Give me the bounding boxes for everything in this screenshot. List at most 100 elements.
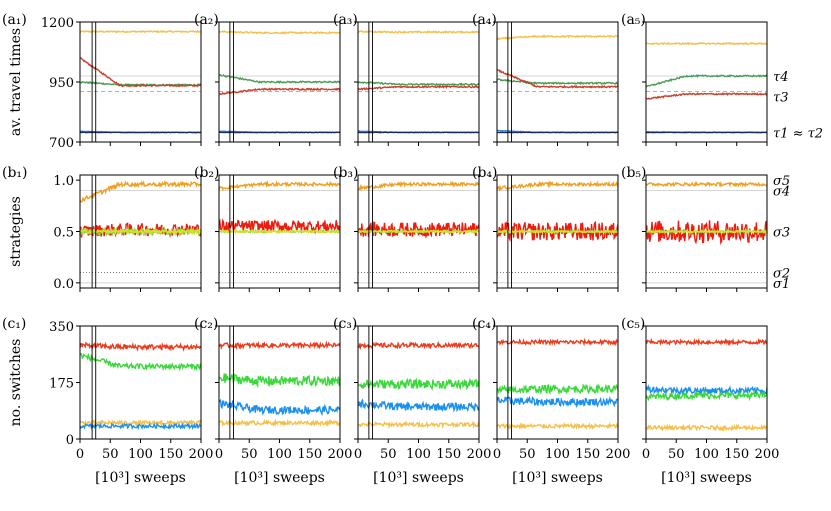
x-tick-label: 50 <box>668 447 685 462</box>
series-line <box>646 93 767 99</box>
series-line <box>80 353 201 369</box>
x-tick-label: 150 <box>724 447 749 462</box>
x-axis-label: [10³] sweeps <box>512 470 603 486</box>
panel-label: (b₄) <box>472 165 498 181</box>
series-line <box>497 385 618 393</box>
series-line <box>219 343 340 348</box>
panel-label: (b₅) <box>621 165 647 181</box>
panel-label: (b₂) <box>194 165 220 181</box>
x-tick-label: 50 <box>380 447 397 462</box>
x-tick-label: 50 <box>241 447 258 462</box>
series-line <box>80 343 201 350</box>
series-line <box>646 183 767 186</box>
panel-label: (c₅) <box>621 316 645 332</box>
panel-label: (a₁) <box>2 12 27 28</box>
y-axis-label: strategies <box>8 196 24 267</box>
y-axis-label: no. switches <box>8 339 24 427</box>
x-tick-label: 100 <box>267 447 292 462</box>
panel-label: (c₄) <box>472 316 496 332</box>
panel-label: (a₃) <box>333 12 358 28</box>
series-line <box>219 183 340 190</box>
x-tick-label: 100 <box>128 447 153 462</box>
x-tick-label: 200 <box>467 447 492 462</box>
x-tick-label: 200 <box>189 447 214 462</box>
series-line <box>497 183 618 190</box>
x-tick-label: 0 <box>354 447 362 462</box>
right-label: σ1 <box>773 277 790 292</box>
x-axis-label: [10³] sweeps <box>661 470 752 486</box>
series-line <box>646 75 767 87</box>
x-tick-label: 100 <box>694 447 719 462</box>
y-tick-label: 175 <box>49 377 74 392</box>
x-tick-label: 150 <box>575 447 600 462</box>
panel-label: (a₅) <box>621 12 646 28</box>
series-line <box>646 387 767 394</box>
right-label: σ3 <box>773 226 790 241</box>
y-tick-label: 1.0 <box>53 174 74 189</box>
right-label: τ4 <box>773 70 788 85</box>
y-tick-label: 0 <box>66 433 74 448</box>
x-tick-label: 0 <box>76 447 84 462</box>
x-tick-label: 150 <box>436 447 461 462</box>
y-tick-label: 350 <box>49 320 74 335</box>
x-axis-label: [10³] sweeps <box>95 470 186 486</box>
x-tick-label: 0 <box>642 447 650 462</box>
panel-label: (c₃) <box>333 316 357 332</box>
right-label: τ3 <box>773 90 788 105</box>
x-axis-label: [10³] sweeps <box>373 470 464 486</box>
panel-label: (c₂) <box>194 316 218 332</box>
x-tick-label: 200 <box>606 447 631 462</box>
series-line <box>219 400 340 414</box>
series-line <box>80 31 201 32</box>
x-axis-label: [10³] sweeps <box>234 470 325 486</box>
series-line <box>358 400 479 410</box>
x-tick-label: 0 <box>215 447 223 462</box>
y-tick-label: 1200 <box>41 16 74 31</box>
series-line <box>358 86 479 90</box>
series-line <box>497 424 618 428</box>
series-line <box>80 182 201 202</box>
series-line <box>497 340 618 344</box>
series-line <box>358 82 479 85</box>
series-line <box>358 183 479 190</box>
panel-label: (a₂) <box>194 12 219 28</box>
y-tick-label: 950 <box>49 76 74 91</box>
panel-label: (a₄) <box>472 12 497 28</box>
panel-label: (b₃) <box>333 165 359 181</box>
x-tick-label: 0 <box>493 447 501 462</box>
y-tick-label: 0.0 <box>53 277 74 292</box>
x-tick-label: 50 <box>519 447 536 462</box>
right-label: τ1 ≈ τ2 <box>773 126 823 141</box>
series-line <box>358 423 479 427</box>
panel-frame <box>80 22 201 142</box>
series-line <box>219 374 340 386</box>
x-tick-label: 150 <box>297 447 322 462</box>
x-tick-label: 200 <box>328 447 353 462</box>
series-line <box>646 392 767 399</box>
y-tick-label: 0.5 <box>53 226 74 241</box>
series-line <box>219 89 340 95</box>
series-line <box>358 380 479 389</box>
panel-label: (b₁) <box>2 165 28 181</box>
x-tick-label: 100 <box>545 447 570 462</box>
series-line <box>646 43 767 44</box>
series-line <box>358 222 479 236</box>
panel-label: (c₁) <box>2 316 26 332</box>
series-line <box>358 31 479 33</box>
series-line <box>219 31 340 34</box>
y-tick-label: 700 <box>49 136 74 151</box>
x-tick-label: 50 <box>102 447 119 462</box>
x-tick-label: 150 <box>158 447 183 462</box>
x-tick-label: 200 <box>755 447 780 462</box>
series-line <box>497 79 618 84</box>
series-line <box>497 397 618 406</box>
x-tick-label: 100 <box>406 447 431 462</box>
series-line <box>646 340 767 344</box>
series-line <box>219 421 340 425</box>
series-line <box>80 58 201 87</box>
y-axis-label: av. travel times <box>8 28 24 136</box>
series-line <box>497 36 618 40</box>
series-line <box>358 343 479 347</box>
